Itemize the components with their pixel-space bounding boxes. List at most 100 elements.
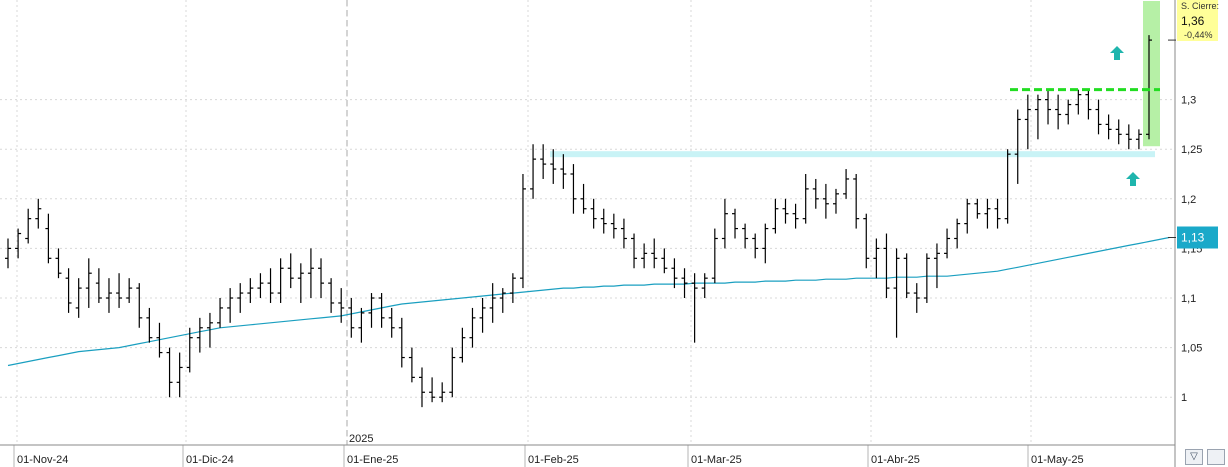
ohlc-bar	[25, 208, 32, 244]
ohlc-bar	[701, 273, 708, 299]
ohlc-bar	[186, 327, 193, 373]
ohlc-bar	[530, 144, 537, 199]
ohlc-bar	[883, 233, 890, 299]
ohlc-bar	[1014, 109, 1021, 184]
annotations	[550, 1, 1160, 186]
ohlc-bar	[1135, 129, 1142, 150]
ohlc-bar	[762, 223, 769, 264]
last-price-change: -0,44%	[1184, 30, 1213, 40]
ohlc-bar	[75, 278, 82, 318]
ohlc-bar	[338, 288, 345, 323]
ohlc-bar	[994, 198, 1001, 229]
ohlc-bar	[641, 243, 648, 269]
x-tick-label: 01-May-25	[1031, 454, 1084, 466]
ohlc-bar	[237, 283, 244, 313]
ohlc-bar	[863, 213, 870, 269]
ohlc-bar	[974, 198, 981, 219]
ohlc-bar	[812, 178, 819, 209]
chevron-down-icon: ▽	[1190, 451, 1198, 462]
ohlc-bar	[469, 307, 476, 348]
ohlc-bar	[65, 268, 72, 313]
x-tick-label: 01-Dic-24	[186, 454, 234, 466]
ohlc-bar	[388, 307, 395, 338]
ohlc-bar	[35, 198, 42, 229]
ohlc-bar	[651, 238, 658, 269]
ohlc-bar	[913, 283, 920, 313]
up-arrow-icon	[1126, 172, 1140, 186]
ohlc-bar	[5, 238, 11, 269]
y-tick-label: 1	[1181, 392, 1187, 404]
ohlc-bar	[853, 174, 860, 229]
x-tick-label: 01-Mar-25	[691, 454, 742, 466]
ohlc-bar	[984, 198, 991, 229]
ohlc-bar	[1034, 94, 1041, 140]
ohlc-bar	[923, 253, 930, 303]
x-tick-label: 01-Feb-25	[528, 454, 579, 466]
year-label: 2025	[349, 433, 373, 445]
ma-tag-value: 1,13	[1181, 230, 1205, 244]
ohlc-bar	[489, 283, 496, 323]
ohlc-bar	[146, 307, 153, 343]
moving-average	[7, 236, 1170, 367]
expand-chart-button[interactable]: ▽	[1185, 449, 1203, 465]
ohlc-bar	[1055, 94, 1062, 130]
ohlc-bars	[5, 35, 1152, 408]
ohlc-bar	[954, 218, 961, 249]
ohlc-bar	[540, 144, 547, 179]
ohlc-bar	[287, 253, 294, 289]
ohlc-bar	[1105, 114, 1112, 140]
ohlc-bar	[903, 253, 910, 299]
scroll-right-button[interactable]	[1207, 449, 1225, 465]
ohlc-bar	[297, 263, 304, 303]
y-tick-label: 1,2	[1181, 194, 1196, 206]
ohlc-bar	[742, 223, 749, 249]
plot-background	[0, 0, 1175, 445]
ohlc-bar	[732, 208, 739, 239]
ohlc-bar	[782, 198, 789, 224]
ma-value-tag: 1,13	[1168, 226, 1218, 249]
y-tick-label: 1,1	[1181, 293, 1196, 305]
breakout-highlight	[1143, 1, 1160, 147]
ohlc-bar	[610, 213, 617, 239]
ohlc-bar	[116, 273, 123, 308]
ohlc-bar	[1065, 99, 1072, 125]
last-price-title: S. Cierre:	[1181, 1, 1219, 11]
ohlc-bar	[570, 164, 577, 214]
ohlc-bar	[933, 243, 940, 289]
y-tick-label: 1,3	[1181, 95, 1196, 107]
ohlc-bar	[418, 367, 425, 408]
ohlc-bar	[893, 248, 900, 338]
ohlc-bar	[691, 273, 698, 343]
ohlc-bar	[176, 352, 183, 398]
ohlc-bar	[519, 174, 526, 289]
ohlc-bar	[318, 258, 325, 299]
ohlc-bar	[1146, 35, 1152, 140]
ohlc-bar	[105, 278, 112, 313]
ohlc-bar	[459, 327, 466, 363]
ohlc-bar	[1115, 119, 1122, 145]
y-tick-label: 1,05	[1181, 343, 1202, 355]
ohlc-bar	[721, 198, 728, 249]
ohlc-bar	[843, 169, 850, 199]
ohlc-bar	[661, 248, 668, 274]
ohlc-bar	[772, 198, 779, 234]
ohlc-bar	[479, 298, 486, 333]
ohlc-bar	[227, 288, 234, 323]
ohlc-bar	[681, 268, 688, 299]
ohlc-bar	[822, 183, 829, 219]
ohlc-bar	[247, 278, 254, 303]
ohlc-bar	[620, 218, 627, 249]
ohlc-bar	[499, 288, 506, 313]
x-tick-label: 01-Abr-25	[871, 454, 920, 466]
ohlc-bar	[277, 258, 284, 303]
ohlc-bar	[15, 228, 22, 259]
ohlc-bar	[832, 188, 839, 214]
ohlc-bar	[1045, 89, 1052, 125]
y-tick-label: 1,25	[1181, 144, 1202, 156]
ohlc-bar	[873, 238, 880, 279]
up-arrow-icon	[1110, 46, 1124, 60]
ohlc-bar	[307, 248, 314, 299]
price-tags: S. Cierre: 1,36 -0,44% 1,13	[1168, 0, 1219, 249]
ohlc-bar	[802, 174, 809, 224]
